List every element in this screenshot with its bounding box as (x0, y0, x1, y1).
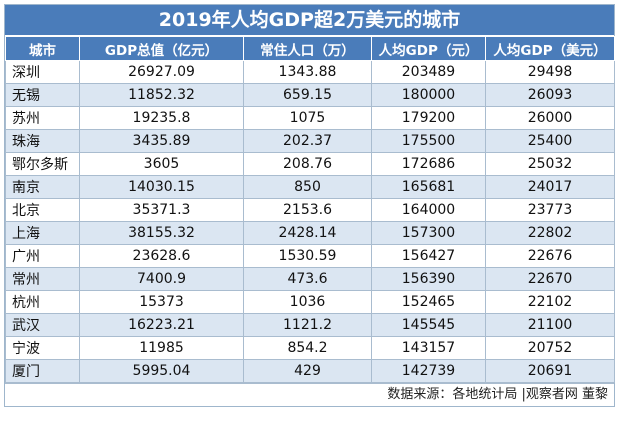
cell-gdp-per-capita-cny: 179200 (371, 106, 486, 130)
cell-gdp-per-capita-cny: 203489 (371, 60, 486, 84)
header-city: 城市 (5, 36, 80, 61)
cell-gdp-per-capita-cny: 152465 (371, 290, 486, 314)
cell-gdp-total: 14030.15 (79, 175, 244, 199)
table-row: 常州 7400.9 473.6 156390 22670 (5, 267, 615, 291)
cell-population: 1036 (243, 290, 372, 314)
table-row: 宁波 11985 854.2 143157 20752 (5, 336, 615, 360)
table-row: 武汉 16223.21 1121.2 145545 21100 (5, 313, 615, 337)
cell-city: 广州 (5, 244, 80, 268)
cell-population: 1121.2 (243, 313, 372, 337)
cell-population: 429 (243, 359, 372, 383)
data-source: 数据来源：各地统计局 |观察者网 董黎 (5, 383, 614, 406)
cell-gdp-total: 23628.6 (79, 244, 244, 268)
cell-gdp-per-capita-usd: 25032 (485, 152, 615, 176)
cell-gdp-per-capita-cny: 172686 (371, 152, 486, 176)
table-row: 鄂尔多斯 3605 208.76 172686 25032 (5, 152, 615, 176)
cell-gdp-total: 11852.32 (79, 83, 244, 107)
cell-gdp-per-capita-cny: 156427 (371, 244, 486, 268)
cell-city: 北京 (5, 198, 80, 222)
cell-gdp-per-capita-cny: 156390 (371, 267, 486, 291)
header-gdp-per-capita-cny: 人均GDP（元） (371, 36, 486, 61)
cell-population: 1530.59 (243, 244, 372, 268)
header-gdp-total: GDP总值（亿元） (79, 36, 244, 61)
cell-gdp-per-capita-usd: 22670 (485, 267, 615, 291)
cell-gdp-total: 3605 (79, 152, 244, 176)
cell-population: 850 (243, 175, 372, 199)
cell-population: 1343.88 (243, 60, 372, 84)
table-row: 南京 14030.15 850 165681 24017 (5, 175, 615, 199)
table-body: 深圳 26927.09 1343.88 203489 29498 无锡 11852.32 65… (5, 60, 615, 383)
table-row: 北京 35371.3 2153.6 164000 23773 (5, 198, 615, 222)
cell-population: 208.76 (243, 152, 372, 176)
cell-population: 2153.6 (243, 198, 372, 222)
cell-gdp-total: 16223.21 (79, 313, 244, 337)
table-row: 珠海 3435.89 202.37 175500 25400 (5, 129, 615, 153)
cell-city: 杭州 (5, 290, 80, 314)
cell-population: 202.37 (243, 129, 372, 153)
cell-population: 2428.14 (243, 221, 372, 245)
cell-gdp-per-capita-usd: 24017 (485, 175, 615, 199)
cell-gdp-per-capita-cny: 180000 (371, 83, 486, 107)
cell-city: 宁波 (5, 336, 80, 360)
table-title: 2019年人均GDP超2万美元的城市 (5, 5, 614, 36)
cell-city: 上海 (5, 221, 80, 245)
cell-gdp-total: 26927.09 (79, 60, 244, 84)
cell-gdp-per-capita-cny: 175500 (371, 129, 486, 153)
cell-gdp-per-capita-cny: 142739 (371, 359, 486, 383)
cell-gdp-total: 5995.04 (79, 359, 244, 383)
header-population: 常住人口（万） (243, 36, 372, 61)
cell-gdp-per-capita-cny: 164000 (371, 198, 486, 222)
cell-population: 1075 (243, 106, 372, 130)
cell-city: 珠海 (5, 129, 80, 153)
cell-city: 无锡 (5, 83, 80, 107)
cell-gdp-total: 38155.32 (79, 221, 244, 245)
cell-gdp-per-capita-usd: 29498 (485, 60, 615, 84)
cell-gdp-total: 35371.3 (79, 198, 244, 222)
cell-gdp-per-capita-cny: 165681 (371, 175, 486, 199)
cell-gdp-per-capita-usd: 25400 (485, 129, 615, 153)
cell-city: 鄂尔多斯 (5, 152, 80, 176)
cell-gdp-total: 7400.9 (79, 267, 244, 291)
cell-gdp-per-capita-cny: 145545 (371, 313, 486, 337)
cell-gdp-per-capita-usd: 20691 (485, 359, 615, 383)
cell-gdp-total: 11985 (79, 336, 244, 360)
cell-city: 深圳 (5, 60, 80, 84)
cell-gdp-total: 15373 (79, 290, 244, 314)
table-row: 苏州 19235.8 1075 179200 26000 (5, 106, 615, 130)
cell-gdp-per-capita-usd: 22676 (485, 244, 615, 268)
table-row: 厦门 5995.04 429 142739 20691 (5, 359, 615, 383)
cell-city: 厦门 (5, 359, 80, 383)
cell-gdp-per-capita-usd: 21100 (485, 313, 615, 337)
cell-gdp-per-capita-usd: 26093 (485, 83, 615, 107)
table-row: 无锡 11852.32 659.15 180000 26093 (5, 83, 615, 107)
cell-city: 苏州 (5, 106, 80, 130)
cell-gdp-per-capita-usd: 26000 (485, 106, 615, 130)
gdp-table-container: 2019年人均GDP超2万美元的城市 城市 GDP总值（亿元） 常住人口（万） … (4, 4, 615, 407)
table-row: 广州 23628.6 1530.59 156427 22676 (5, 244, 615, 268)
cell-gdp-per-capita-usd: 22802 (485, 221, 615, 245)
cell-gdp-total: 3435.89 (79, 129, 244, 153)
table-row: 杭州 15373 1036 152465 22102 (5, 290, 615, 314)
cell-city: 南京 (5, 175, 80, 199)
cell-gdp-total: 19235.8 (79, 106, 244, 130)
cell-population: 659.15 (243, 83, 372, 107)
cell-gdp-per-capita-usd: 20752 (485, 336, 615, 360)
table-row: 上海 38155.32 2428.14 157300 22802 (5, 221, 615, 245)
cell-gdp-per-capita-cny: 157300 (371, 221, 486, 245)
table-header-row: 城市 GDP总值（亿元） 常住人口（万） 人均GDP（元） 人均GDP（美元） (5, 36, 615, 61)
gdp-table: 城市 GDP总值（亿元） 常住人口（万） 人均GDP（元） 人均GDP（美元） … (5, 36, 615, 383)
cell-city: 常州 (5, 267, 80, 291)
cell-population: 854.2 (243, 336, 372, 360)
cell-city: 武汉 (5, 313, 80, 337)
cell-population: 473.6 (243, 267, 372, 291)
header-gdp-per-capita-usd: 人均GDP（美元） (485, 36, 615, 61)
cell-gdp-per-capita-usd: 23773 (485, 198, 615, 222)
table-row: 深圳 26927.09 1343.88 203489 29498 (5, 60, 615, 84)
cell-gdp-per-capita-cny: 143157 (371, 336, 486, 360)
cell-gdp-per-capita-usd: 22102 (485, 290, 615, 314)
